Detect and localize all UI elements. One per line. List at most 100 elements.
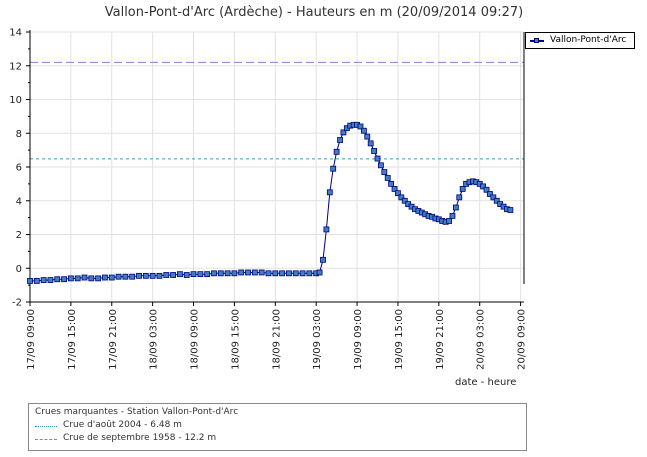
data-point (122, 273, 129, 280)
data-point (183, 272, 190, 278)
reference-label-2004: Crue d'août 2004 - 6.48 m (63, 420, 182, 430)
x-tick-label: 18/09 03:00 (149, 309, 160, 370)
y-tick-label: 12 (9, 61, 22, 72)
data-point (401, 197, 408, 204)
data-point (88, 275, 95, 282)
y-tick-label: 6 (16, 163, 22, 174)
data-point (95, 275, 102, 282)
data-point (449, 213, 456, 219)
data-point (333, 148, 340, 155)
x-tick-label: 18/09 21:00 (271, 309, 282, 370)
y-tick-label: 0 (16, 264, 22, 275)
x-tick-label: 17/09 21:00 (108, 309, 119, 370)
series-line (30, 124, 511, 282)
data-point (388, 180, 395, 187)
data-point (156, 272, 163, 279)
legend-marker (534, 38, 539, 43)
x-tick-label: 20/09 09:00 (517, 309, 528, 370)
data-point (231, 270, 238, 277)
x-tick-label: 17/09 09:00 (26, 309, 37, 370)
data-point (204, 271, 211, 278)
data-point (238, 269, 245, 276)
reference-box-title: Crues marquantes - Station Vallon-Pont-d… (35, 407, 239, 417)
data-point (279, 270, 286, 277)
data-point (459, 186, 466, 192)
reference-swatch-1958 (35, 439, 57, 440)
data-point (507, 207, 514, 213)
x-tick-label: 19/09 15:00 (394, 309, 405, 370)
data-point (74, 275, 81, 282)
data-point (398, 194, 405, 201)
y-tick-label: 4 (16, 196, 22, 207)
data-point (337, 137, 343, 143)
x-tick-label: 20/09 03:00 (476, 309, 487, 370)
data-point (480, 183, 487, 190)
data-point (367, 140, 374, 147)
data-point (142, 272, 149, 279)
data-point (384, 175, 391, 181)
data-point (323, 226, 330, 233)
data-point (378, 162, 384, 169)
data-point (452, 204, 459, 211)
data-point (360, 127, 367, 134)
data-point (493, 197, 500, 204)
data-point (316, 269, 323, 276)
data-point (299, 270, 306, 277)
data-point (272, 270, 279, 277)
data-point (286, 270, 292, 277)
data-point (490, 194, 497, 201)
y-tick-label: 14 (9, 28, 22, 39)
data-point (217, 270, 224, 277)
data-point (374, 155, 381, 162)
data-point (108, 274, 115, 281)
data-point (211, 270, 217, 277)
data-point (177, 271, 183, 278)
data-point (251, 269, 258, 276)
x-tick-label: 17/09 15:00 (67, 309, 78, 370)
legend: Vallon-Pont-d'Arc (525, 32, 635, 49)
data-point (357, 123, 364, 130)
y-tick-label: 2 (16, 230, 22, 241)
data-point (27, 278, 33, 284)
data-point (371, 148, 377, 154)
x-tick-label: 18/09 09:00 (190, 309, 201, 370)
x-tick-label: 19/09 09:00 (353, 309, 364, 370)
data-point (40, 277, 47, 283)
reference-item-1958: Crue de septembre 1958 - 12.2 m (35, 433, 335, 445)
data-point (61, 276, 67, 283)
axes (26, 30, 525, 306)
y-tick-label: 10 (9, 95, 22, 106)
data-point (54, 276, 61, 283)
data-point (326, 189, 333, 196)
data-point (340, 129, 347, 136)
reference-lines (30, 61, 524, 160)
data-point (364, 133, 371, 140)
data-point (67, 275, 74, 282)
data-point (258, 269, 265, 276)
data-point (197, 271, 204, 278)
data-point (456, 194, 463, 201)
legend-label: Vallon-Pont-d'Arc (550, 35, 627, 45)
data-point (320, 256, 326, 263)
data-point (129, 273, 136, 280)
data-point (149, 272, 156, 279)
x-axis-title: date - heure (455, 377, 517, 388)
x-tick-labels: 17/09 09:00 17/09 15:00 17/09 21:00 18/09 0… (26, 309, 528, 370)
data-point (136, 272, 142, 279)
data-point (381, 169, 388, 175)
data-point (265, 270, 272, 277)
data-point (306, 270, 313, 277)
chart-title: Vallon-Pont-d'Arc (Ardèche) - Hauteurs e… (104, 5, 524, 20)
x-tick-label: 18/09 15:00 (230, 309, 241, 370)
y-tick-label: 8 (16, 129, 22, 140)
reference-label-1958: Crue de septembre 1958 - 12.2 m (63, 433, 217, 443)
x-tick-label: 19/09 21:00 (435, 309, 446, 370)
data-point (446, 218, 452, 224)
data-point (487, 191, 493, 197)
series-group (27, 121, 514, 284)
grid (29, 31, 524, 303)
data-point (224, 270, 231, 277)
data-point (292, 270, 299, 277)
y-tick-label: -2 (12, 298, 22, 309)
